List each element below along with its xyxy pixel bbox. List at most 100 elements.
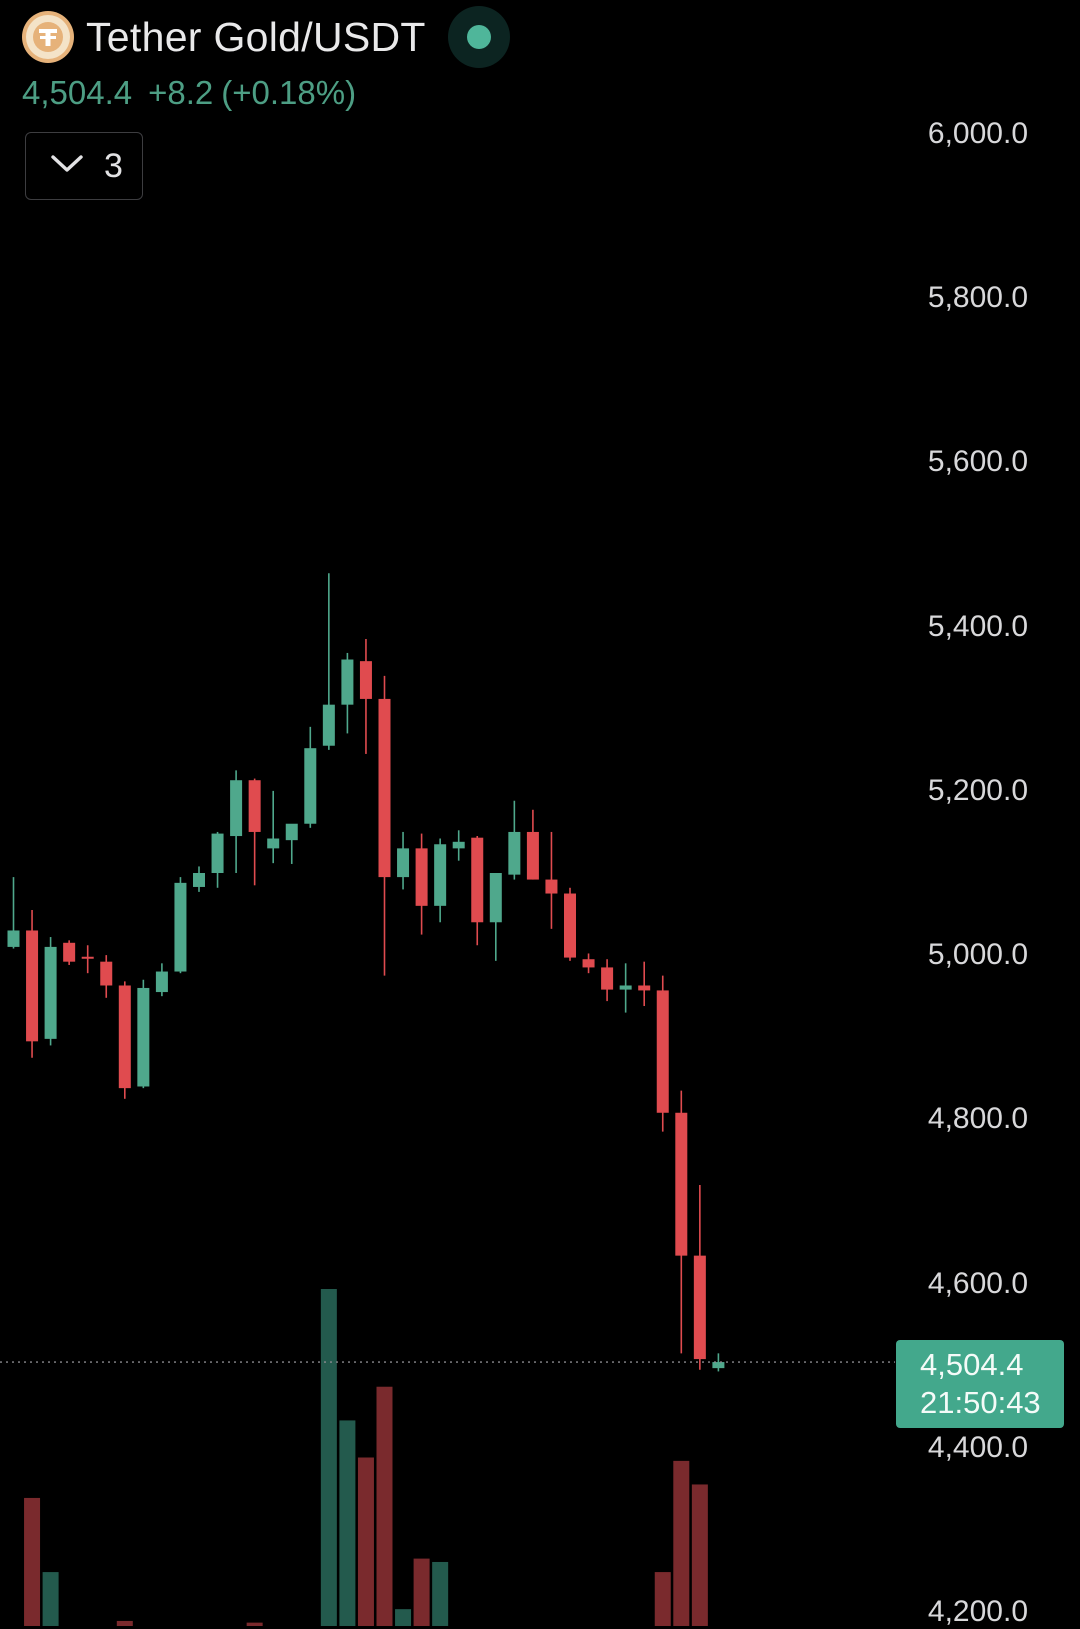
price-change: +8.2 — [148, 74, 214, 111]
candle-body — [434, 844, 447, 906]
candle-body — [656, 990, 669, 1113]
candle — [7, 877, 20, 949]
candle — [81, 945, 94, 974]
candle-body — [359, 661, 372, 699]
candle — [471, 836, 484, 946]
candle-body — [248, 780, 261, 832]
candle-body — [26, 930, 39, 1042]
price-axis-label: 5,600.0 — [927, 445, 1028, 479]
candle-body — [174, 882, 187, 972]
candle-body — [81, 956, 94, 959]
candle-body — [712, 1362, 725, 1369]
candle — [582, 953, 595, 974]
candle — [434, 838, 447, 923]
candle — [285, 823, 298, 864]
candle-body — [155, 971, 168, 993]
candle — [415, 833, 428, 935]
volume-bar — [376, 1386, 393, 1626]
candle-body — [118, 985, 131, 1089]
candle-body — [285, 823, 298, 841]
candle — [230, 770, 243, 873]
volume-bar — [357, 1457, 374, 1626]
candle — [267, 790, 280, 864]
volume-bar — [246, 1622, 263, 1626]
price-axis-label: 5,800.0 — [927, 281, 1028, 315]
candle-body — [601, 967, 614, 990]
volume-bar — [24, 1497, 41, 1626]
price-axis-label: 5,200.0 — [927, 773, 1028, 807]
symbol-title[interactable]: Tether Gold/USDT — [86, 13, 426, 60]
candle — [44, 937, 57, 1046]
volume-bar — [339, 1420, 356, 1626]
status-dot — [466, 25, 491, 49]
candle — [545, 831, 558, 929]
candle-body — [675, 1112, 688, 1256]
candle — [304, 726, 317, 828]
volume-bar — [432, 1561, 449, 1626]
price-axis-label: 4,800.0 — [927, 1102, 1028, 1136]
price-change-percent: (+0.18%) — [221, 74, 357, 111]
candle-body — [304, 748, 317, 824]
candle — [322, 573, 335, 750]
candle-body — [63, 942, 76, 962]
candle — [26, 909, 39, 1058]
candle-body — [267, 838, 280, 849]
candle-body — [341, 659, 354, 705]
quote-line: 4,504.4 +8.2 (+0.18%) — [22, 74, 356, 112]
candle — [712, 1353, 725, 1372]
candle — [675, 1090, 688, 1354]
current-price-tag: 4,504.4 21:50:43 — [896, 1340, 1064, 1428]
candle — [564, 887, 576, 961]
candle-body — [7, 930, 20, 947]
candle-body — [211, 833, 224, 873]
candle — [155, 963, 168, 997]
candle — [378, 675, 391, 976]
candle — [100, 955, 113, 998]
price-axis-label: 4,200.0 — [927, 1595, 1028, 1628]
volume-bar — [116, 1620, 133, 1626]
candle-body — [693, 1255, 706, 1360]
candle-body — [619, 985, 632, 990]
candle-body — [564, 893, 576, 958]
candle — [397, 831, 410, 890]
chevron-down-icon — [50, 154, 84, 179]
candle-body — [193, 873, 205, 887]
candle-body — [489, 873, 502, 923]
candle-body — [44, 946, 57, 1039]
price-axis-label: 4,400.0 — [927, 1430, 1028, 1464]
candle-body — [100, 961, 113, 986]
candle — [359, 638, 372, 754]
candle-body — [545, 879, 558, 894]
candle — [248, 778, 261, 886]
candle — [63, 940, 76, 965]
candle-body — [526, 831, 539, 880]
price-axis-label: 6,000.0 — [927, 117, 1028, 150]
candle-body — [471, 837, 484, 923]
indicator-count: 3 — [104, 146, 123, 185]
candle-body — [638, 985, 651, 991]
volume-bar — [413, 1558, 430, 1626]
volume-bar — [320, 1289, 337, 1626]
volume-bar — [691, 1484, 708, 1626]
candle — [341, 652, 354, 734]
symbol-header[interactable]: Tether Gold/USDT — [22, 6, 510, 68]
candle — [619, 963, 632, 1013]
candle — [193, 866, 205, 892]
candle-body — [452, 841, 465, 849]
price-candles — [7, 573, 725, 1372]
volume-bar — [673, 1460, 690, 1626]
volume-bar — [654, 1572, 671, 1626]
candle-body — [582, 959, 595, 968]
candle — [693, 1185, 706, 1370]
collapse-indicators-button[interactable]: 3 — [25, 132, 143, 200]
candle-body — [508, 831, 521, 875]
candle — [211, 831, 224, 888]
candle — [656, 975, 669, 1132]
candle-body — [230, 780, 243, 837]
candle — [174, 877, 187, 974]
last-price: 4,504.4 — [22, 74, 133, 111]
volume-bars — [24, 1289, 708, 1626]
candle-countdown: 21:50:43 — [920, 1385, 1041, 1420]
candle-body — [137, 987, 150, 1087]
